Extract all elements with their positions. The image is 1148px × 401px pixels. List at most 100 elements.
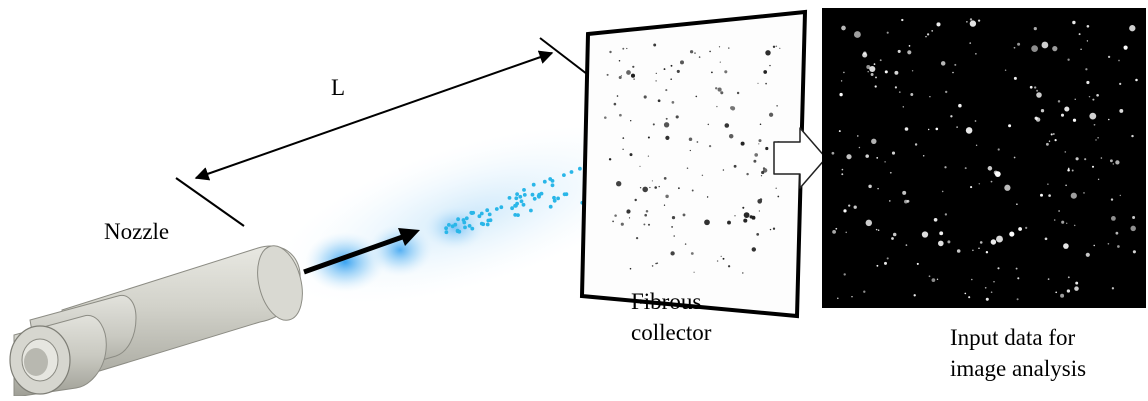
analysis-particle bbox=[866, 65, 871, 69]
analysis-particle bbox=[892, 232, 897, 237]
analysis-particle bbox=[1129, 25, 1136, 32]
analysis-particle bbox=[875, 76, 877, 79]
analysis-particle bbox=[929, 95, 931, 98]
spray-droplet bbox=[444, 226, 448, 231]
collector-deposit bbox=[655, 262, 657, 265]
collector-deposit bbox=[746, 172, 749, 176]
analysis-particle bbox=[840, 80, 843, 82]
analysis-particle bbox=[993, 281, 995, 283]
analysis-particle bbox=[1066, 289, 1071, 293]
analysis-particle bbox=[1119, 108, 1124, 113]
analysis-particle bbox=[1041, 41, 1049, 49]
analysis-particle bbox=[938, 240, 944, 247]
analysis-particle bbox=[1096, 93, 1099, 97]
collector-deposit bbox=[769, 64, 771, 67]
collector-deposit bbox=[635, 236, 639, 240]
analysis-particle bbox=[1086, 80, 1090, 85]
analysis-particle bbox=[1063, 243, 1069, 249]
analysis-particle bbox=[889, 200, 891, 202]
analysis-particle bbox=[1045, 142, 1049, 146]
spray-droplet bbox=[485, 222, 490, 227]
analysis-particle bbox=[1040, 193, 1043, 197]
analysis-particle bbox=[978, 247, 980, 249]
spray-droplet bbox=[531, 182, 536, 187]
collector-deposit bbox=[717, 87, 722, 92]
collector-deposit bbox=[675, 115, 679, 119]
collector-deposit bbox=[689, 50, 694, 54]
spray-droplet bbox=[537, 194, 541, 199]
collector-deposit bbox=[626, 47, 628, 50]
collector-deposit bbox=[665, 117, 668, 120]
collector-deposit bbox=[757, 82, 759, 85]
analysis-particle bbox=[1004, 184, 1011, 191]
collector-deposit bbox=[765, 146, 769, 151]
analysis-particle bbox=[970, 186, 973, 189]
analysis-particle bbox=[1093, 123, 1096, 126]
collector-deposit bbox=[736, 91, 740, 95]
analysis-particle bbox=[916, 262, 919, 265]
collector-deposit bbox=[644, 213, 648, 217]
collector-deposit bbox=[658, 185, 660, 188]
spray-droplet bbox=[550, 179, 555, 183]
collector-label-line2: collector bbox=[631, 320, 712, 346]
analysis-particle bbox=[877, 229, 880, 231]
collector-deposit bbox=[665, 135, 670, 140]
analysis-particle bbox=[1067, 167, 1070, 170]
collector-deposit bbox=[716, 260, 719, 262]
analysis-particle bbox=[969, 20, 977, 27]
spray-droplet bbox=[529, 208, 533, 213]
collector-deposits bbox=[604, 43, 781, 274]
collector-deposit bbox=[701, 174, 704, 177]
analysis-particle bbox=[1086, 40, 1089, 42]
collector-deposit bbox=[779, 47, 781, 49]
spray-haze bbox=[277, 126, 663, 304]
analysis-particle bbox=[940, 61, 946, 66]
analysis-particle bbox=[944, 166, 947, 169]
analysis-particle bbox=[894, 86, 898, 89]
collector-deposit bbox=[663, 177, 667, 180]
analysis-particle bbox=[1080, 48, 1082, 51]
collector-deposit bbox=[724, 70, 728, 74]
analysis-particle bbox=[985, 251, 989, 254]
collector-deposit bbox=[691, 189, 694, 192]
analysis-particle bbox=[1060, 113, 1065, 117]
analysis-particle bbox=[922, 155, 925, 157]
analysis-particle bbox=[1132, 250, 1136, 254]
flow-arrow-icon bbox=[303, 228, 420, 275]
spray-droplet bbox=[477, 214, 482, 219]
analysis-particle bbox=[972, 249, 974, 252]
spray-droplet bbox=[464, 216, 469, 221]
analysis-particle bbox=[841, 168, 844, 171]
analysis-particle bbox=[945, 90, 948, 94]
collector-deposit bbox=[758, 139, 762, 143]
spray-droplet bbox=[470, 226, 475, 231]
analysis-particle bbox=[1013, 76, 1017, 80]
analysis-particle bbox=[1100, 157, 1103, 159]
collector-deposit bbox=[716, 105, 718, 108]
collector-deposit bbox=[643, 223, 646, 226]
collector-deposit bbox=[720, 255, 722, 258]
collector-deposit bbox=[608, 158, 612, 161]
collector-deposit bbox=[777, 195, 780, 198]
analysis-particle bbox=[884, 70, 888, 74]
analysis-particle bbox=[1110, 198, 1114, 201]
analysis-particle bbox=[1036, 92, 1042, 98]
collector-deposit bbox=[680, 60, 684, 65]
spray-droplet bbox=[532, 196, 537, 201]
collector-deposit bbox=[651, 180, 654, 182]
analysis-particle bbox=[843, 71, 845, 74]
analysis-particle bbox=[898, 91, 901, 93]
analysis-particle bbox=[1009, 231, 1015, 237]
analysis-particle bbox=[884, 261, 887, 265]
analysis-particle bbox=[905, 244, 908, 246]
spray-droplet bbox=[516, 213, 520, 218]
analysis-particle bbox=[846, 154, 852, 160]
collector-deposit bbox=[763, 70, 768, 74]
collector-deposit bbox=[606, 73, 609, 76]
analysis-particle bbox=[1067, 58, 1070, 61]
distance-label: L bbox=[331, 75, 346, 100]
spray-droplet bbox=[485, 208, 490, 213]
spray-droplet bbox=[562, 192, 567, 197]
analysis-particle bbox=[969, 42, 972, 44]
collector-deposit bbox=[628, 217, 631, 219]
